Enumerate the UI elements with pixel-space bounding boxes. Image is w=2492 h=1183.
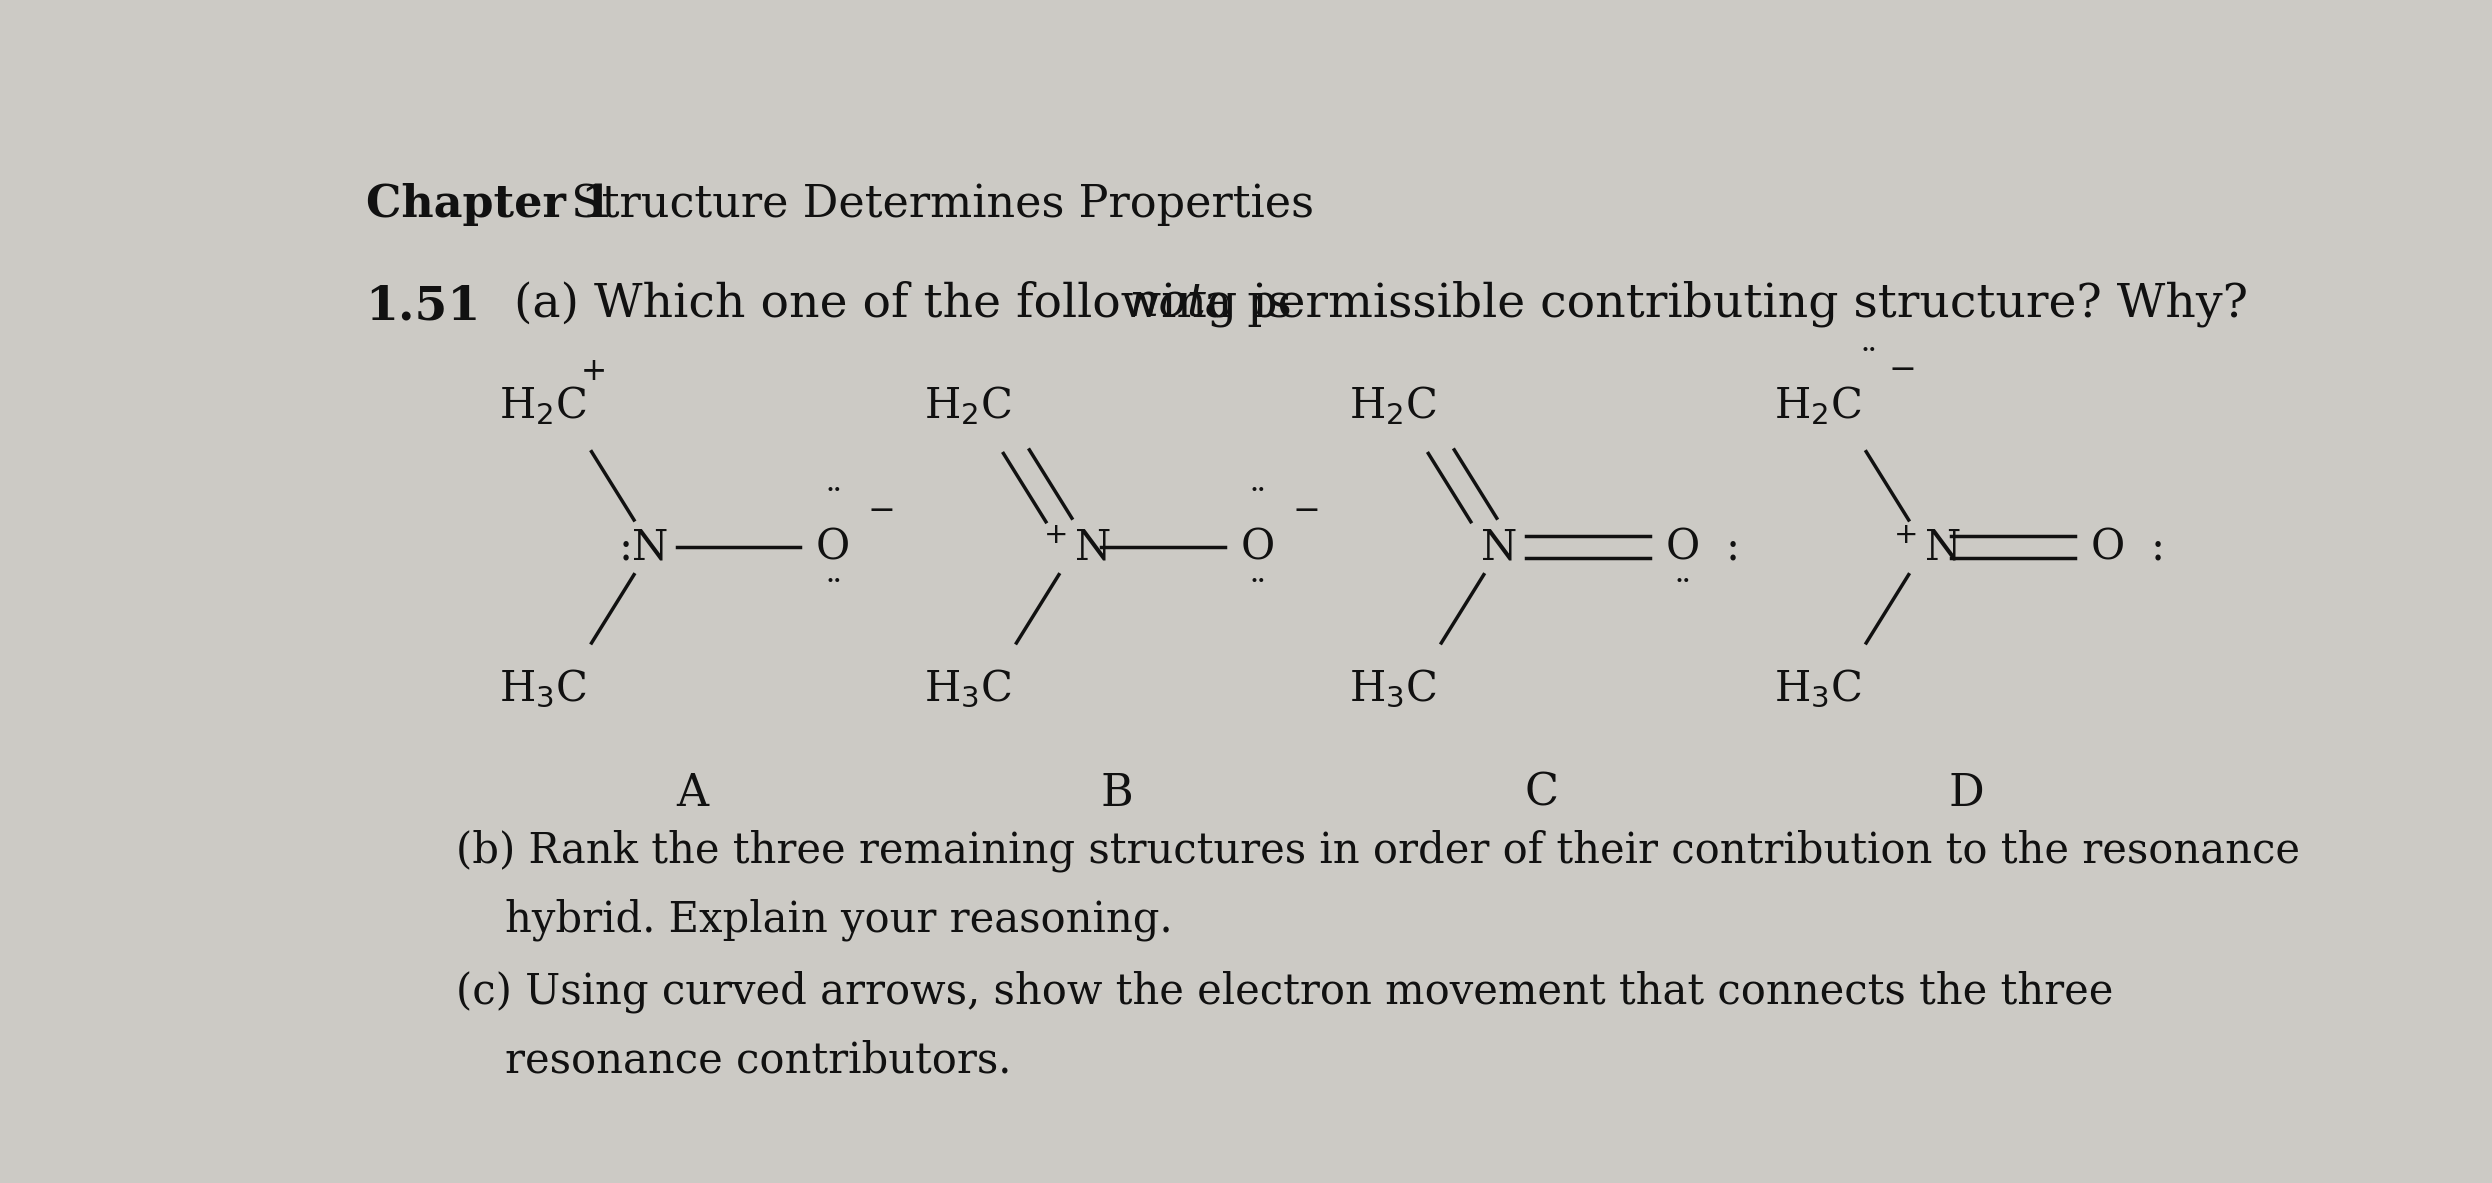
Text: A: A: [675, 771, 708, 815]
Text: H$_2$C: H$_2$C: [498, 384, 588, 427]
Text: D: D: [1949, 771, 1984, 815]
Text: −: −: [1293, 494, 1321, 526]
Text: −: −: [1889, 354, 1916, 386]
Text: C: C: [1525, 771, 1560, 815]
Text: H$_2$C: H$_2$C: [1774, 384, 1862, 427]
Text: Chapter 1: Chapter 1: [366, 183, 613, 226]
Text: (a) Which one of the following is: (a) Which one of the following is: [513, 280, 1306, 327]
Text: H$_2$C: H$_2$C: [925, 384, 1012, 427]
Text: B: B: [1101, 771, 1134, 815]
Text: hybrid. Explain your reasoning.: hybrid. Explain your reasoning.: [503, 898, 1171, 940]
Text: O: O: [1241, 526, 1276, 568]
Text: (b) Rank the three remaining structures in order of their contribution to the re: (b) Rank the three remaining structures …: [456, 829, 2300, 872]
Text: ¨: ¨: [825, 486, 842, 521]
Text: resonance contributors.: resonance contributors.: [503, 1039, 1012, 1081]
Text: H$_2$C: H$_2$C: [1348, 384, 1438, 427]
Text: a permissible contributing structure? Why?: a permissible contributing structure? Wh…: [1189, 280, 2248, 327]
Text: :N: :N: [618, 526, 668, 568]
Text: ¨: ¨: [1248, 577, 1266, 612]
Text: (c) Using curved arrows, show the electron movement that connects the three: (c) Using curved arrows, show the electr…: [456, 971, 2113, 1014]
Text: H$_3$C: H$_3$C: [925, 667, 1012, 710]
Text: +: +: [581, 356, 606, 387]
Text: O: O: [1665, 526, 1700, 568]
Text: :: :: [1727, 526, 1739, 568]
Text: N: N: [1480, 526, 1518, 568]
Text: H$_3$C: H$_3$C: [1348, 667, 1438, 710]
Text: ¨: ¨: [1248, 486, 1266, 521]
Text: O: O: [815, 526, 850, 568]
Text: H$_3$C: H$_3$C: [1774, 667, 1862, 710]
Text: ¨: ¨: [825, 577, 842, 612]
Text: $^+$N: $^+$N: [1037, 526, 1111, 568]
Text: −: −: [867, 494, 895, 526]
Text: not: not: [1129, 280, 1206, 325]
Text: ¨: ¨: [1859, 347, 1876, 381]
Text: H$_3$C: H$_3$C: [498, 667, 588, 710]
Text: :: :: [2151, 526, 2166, 568]
Text: 1.51: 1.51: [366, 283, 481, 329]
Text: O: O: [2091, 526, 2126, 568]
Text: $^+$N: $^+$N: [1886, 526, 1961, 568]
Text: ¨: ¨: [1675, 577, 1692, 612]
Text: Structure Determines Properties: Structure Determines Properties: [543, 183, 1313, 226]
